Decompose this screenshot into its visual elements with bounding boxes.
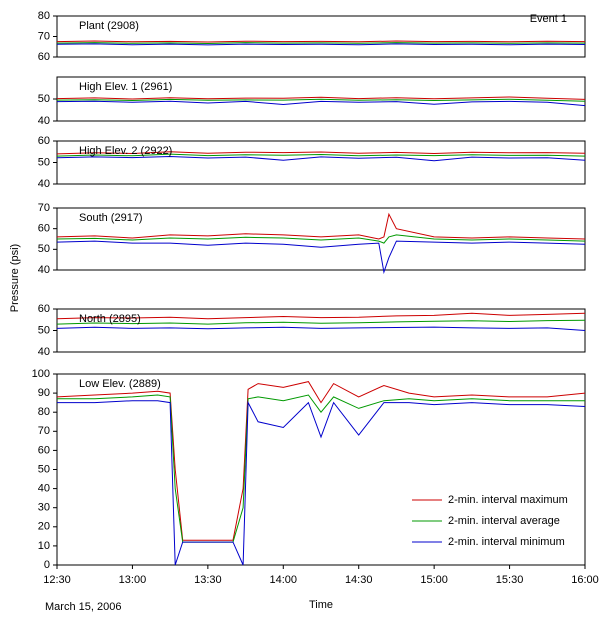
y-axis-label: Pressure (psi) — [9, 244, 21, 312]
y-tick-label: 70 — [38, 30, 50, 42]
date-note: March 15, 2006 — [45, 601, 121, 613]
series-line — [56, 326, 586, 331]
y-tick-label: 90 — [38, 387, 50, 399]
y-tick-label: 50 — [38, 324, 50, 336]
x-tick-label: 16:00 — [571, 574, 599, 586]
series-line — [56, 155, 586, 162]
x-tick-label: 13:00 — [119, 574, 147, 586]
panel-title: Plant (2908) — [79, 20, 139, 32]
x-tick-label: 12:30 — [43, 574, 71, 586]
annotation: Event 1 — [530, 13, 567, 25]
y-tick-label: 0 — [44, 559, 50, 571]
x-tick-label: 15:30 — [496, 574, 524, 586]
y-tick-label: 40 — [38, 264, 50, 276]
series-line — [56, 153, 586, 157]
x-tick-label: 14:00 — [270, 574, 298, 586]
x-tick-label: 13:30 — [194, 574, 222, 586]
y-tick-label: 50 — [38, 156, 50, 168]
x-axis-label: Time — [309, 599, 333, 611]
series-line — [56, 381, 586, 541]
series-line — [56, 40, 586, 43]
y-tick-label: 40 — [38, 346, 50, 358]
y-tick-label: 70 — [38, 425, 50, 437]
y-tick-label: 40 — [38, 483, 50, 495]
y-tick-label: 30 — [38, 502, 50, 514]
legend-label: 2-min. interval maximum — [448, 494, 568, 506]
y-tick-label: 50 — [38, 93, 50, 105]
series-line — [56, 319, 586, 325]
y-tick-label: 80 — [38, 406, 50, 418]
series-line — [56, 234, 586, 244]
x-tick-label: 15:00 — [420, 574, 448, 586]
panel-title: Low Elev. (2889) — [79, 378, 161, 390]
series-line — [57, 400, 586, 566]
panel-title: High Elev. 2 (2922) — [79, 145, 172, 157]
y-tick-label: 60 — [38, 444, 50, 456]
panel-title: South (2917) — [79, 212, 143, 224]
series-line — [56, 43, 586, 46]
y-tick-label: 20 — [38, 521, 50, 533]
panel-title: High Elev. 1 (2961) — [79, 81, 172, 93]
y-tick-label: 60 — [38, 223, 50, 235]
y-tick-label: 60 — [38, 51, 50, 63]
y-tick-label: 40 — [38, 178, 50, 190]
series-line — [56, 151, 586, 155]
y-tick-label: 80 — [38, 10, 50, 22]
series-line — [56, 312, 586, 320]
series-line — [56, 42, 586, 45]
y-tick-label: 70 — [38, 202, 50, 214]
y-tick-label: 50 — [38, 463, 50, 475]
y-tick-label: 40 — [38, 115, 50, 127]
x-tick-label: 14:30 — [345, 574, 373, 586]
legend-label: 2-min. interval average — [448, 515, 560, 527]
series-line — [56, 98, 586, 102]
y-tick-label: 60 — [38, 135, 50, 147]
y-tick-label: 50 — [38, 243, 50, 255]
series-line — [56, 96, 586, 100]
legend-label: 2-min. interval minimum — [448, 536, 565, 548]
series-line — [56, 100, 586, 107]
series-line — [56, 212, 586, 240]
y-tick-label: 100 — [32, 368, 50, 380]
series-line — [57, 394, 585, 543]
panel-title: North (2895) — [79, 313, 141, 325]
y-tick-label: 60 — [38, 303, 50, 315]
y-tick-label: 10 — [38, 540, 50, 552]
series-line — [56, 240, 586, 275]
